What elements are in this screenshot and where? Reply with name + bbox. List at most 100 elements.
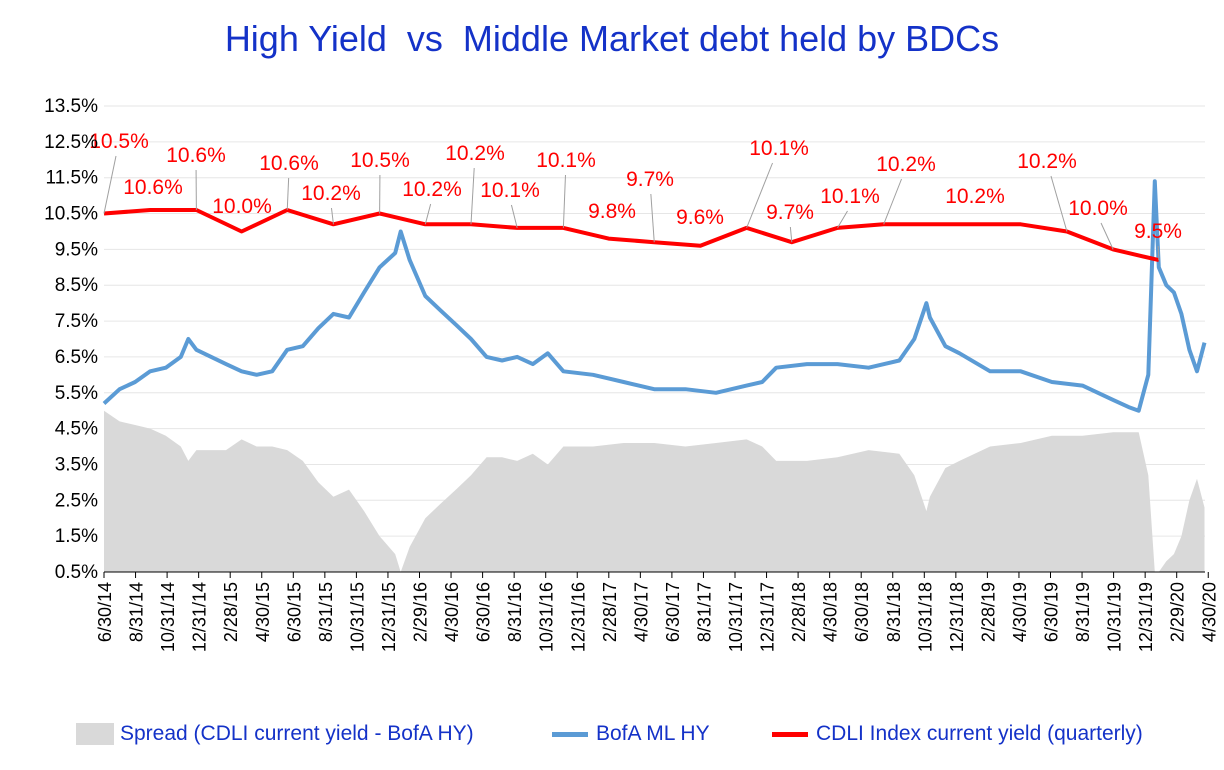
bofa-hy-series	[102, 179, 1207, 413]
legend-label-cdli: CDLI Index current yield (quarterly)	[816, 722, 1143, 745]
data-label-leader	[510, 204, 518, 228]
x-tick-label: 8/31/19	[1073, 582, 1093, 642]
y-tick-label: 0.5%	[55, 562, 98, 583]
x-tick-label: 8/31/18	[884, 582, 904, 642]
legend: Spread (CDLI current yield - BofA HY) Bo…	[0, 716, 1224, 756]
x-tick-label: 8/31/17	[694, 582, 714, 642]
cdli-data-label: 10.1%	[749, 137, 809, 160]
y-tick-label: 13.5%	[44, 96, 98, 117]
data-label-leader	[837, 210, 848, 229]
cdli-data-label: 10.2%	[301, 182, 361, 205]
y-tick-label: 9.5%	[55, 239, 98, 260]
cdli-data-label: 9.8%	[588, 200, 636, 223]
x-tick-label: 4/30/18	[821, 582, 841, 642]
data-label-leader	[1050, 175, 1068, 232]
cdli-data-label: 10.6%	[259, 152, 319, 175]
data-label-leader	[470, 167, 475, 225]
y-tick-label: 11.5%	[46, 168, 99, 189]
axes: 13.5% 12.5% 11.5% 10.5% 9.5% 8.5% 7.5% 6.5% 5.5%…	[44, 96, 1219, 652]
y-tick-label: 6.5%	[55, 347, 98, 368]
cdli-data-label: 10.0%	[212, 195, 272, 218]
data-label-leader	[330, 207, 334, 225]
cdli-data-label: 9.7%	[766, 201, 814, 224]
cdli-data-label: 10.2%	[876, 153, 936, 176]
x-tick-label: 2/29/16	[411, 582, 431, 642]
data-label-leader	[746, 162, 773, 229]
x-tick-label: 10/31/19	[1105, 582, 1125, 652]
x-tick-label: 2/29/20	[1168, 582, 1188, 642]
cdli-data-label: 10.5%	[350, 149, 410, 172]
x-tick-label: 2/28/17	[600, 582, 620, 642]
x-tick-label: 12/31/16	[568, 582, 588, 652]
x-tick-label: 4/30/17	[631, 582, 651, 642]
chart-title: High Yield vs Middle Market debt held by…	[224, 18, 1000, 59]
cdli-data-label: 10.5%	[89, 130, 149, 153]
x-tick-label: 2/28/18	[789, 582, 809, 642]
y-tick-label: 5.5%	[55, 383, 98, 404]
data-label-leader	[789, 226, 793, 243]
legend-item-bofa-hy: BofA ML HY	[552, 716, 710, 752]
cdli-data-label: 10.0%	[1068, 197, 1128, 220]
chart-plot: 10.5% 10.6% 10.6% 10.0% 10.6% 10.2% 10.5% 10.2%…	[44, 96, 1219, 652]
cdli-data-label: 9.6%	[676, 206, 724, 229]
legend-item-spread: Spread (CDLI current yield - BofA HY)	[76, 716, 474, 752]
x-tick-label: 12/31/15	[379, 582, 399, 652]
cdli-data-label: 10.6%	[166, 144, 226, 167]
cdli-line	[103, 208, 1160, 263]
y-tick-label: 10.5%	[44, 204, 98, 225]
legend-item-cdli: CDLI Index current yield (quarterly)	[772, 716, 1143, 752]
y-tick-label: 8.5%	[55, 275, 98, 296]
data-label-leader	[1100, 222, 1114, 250]
data-label-leader	[103, 155, 117, 214]
data-label-leader	[286, 177, 290, 210]
data-label-leader	[562, 174, 566, 228]
y-tick-label: 7.5%	[55, 311, 98, 332]
x-tick-label: 6/30/16	[474, 582, 494, 642]
x-tick-label: 6/30/15	[284, 582, 304, 642]
cdli-data-label: 10.1%	[480, 179, 540, 202]
data-label-leader	[424, 203, 432, 225]
x-tick-label: 8/31/15	[316, 582, 336, 642]
x-tick-label: 10/31/15	[347, 582, 367, 652]
legend-swatch-spread	[76, 723, 114, 745]
x-tick-label: 12/31/18	[947, 582, 967, 652]
x-tick-label: 10/31/16	[537, 582, 557, 652]
x-tick-label: 4/30/20	[1199, 582, 1219, 642]
spread-area-series	[104, 410, 1205, 572]
x-tick-label: 8/31/14	[127, 582, 147, 642]
legend-label-spread: Spread (CDLI current yield - BofA HY)	[120, 722, 474, 745]
data-labels: 10.5% 10.6% 10.6% 10.0% 10.6% 10.2% 10.5% 10.2%…	[89, 130, 1182, 243]
y-tick-label: 12.5%	[44, 132, 98, 153]
data-label-leader	[883, 178, 903, 225]
spread-area	[104, 410, 1205, 572]
cdli-data-label: 9.5%	[1134, 220, 1182, 243]
cdli-data-label: 10.2%	[1017, 150, 1077, 173]
x-tick-label: 12/31/14	[190, 582, 210, 652]
y-tick-label: 4.5%	[55, 419, 98, 440]
y-tick-label: 2.5%	[55, 490, 98, 511]
data-label-leaders	[103, 155, 1160, 261]
x-tick-label: 6/30/19	[1042, 582, 1062, 642]
cdli-data-label: 9.7%	[626, 168, 674, 191]
x-tick-label: 4/30/15	[253, 582, 273, 642]
cdli-data-label: 10.2%	[945, 185, 1005, 208]
legend-label-bofa-hy: BofA ML HY	[596, 722, 710, 745]
x-tick-label: 8/31/16	[505, 582, 525, 642]
x-tick-label: 2/28/15	[221, 582, 241, 642]
data-label-leader	[1157, 245, 1160, 261]
x-tick-label: 2/28/19	[978, 582, 998, 642]
x-tick-label: 6/30/14	[95, 582, 115, 642]
x-tick-label: 4/30/16	[442, 582, 462, 642]
bofa-hy-line	[102, 179, 1207, 413]
x-tick-label: 10/31/18	[915, 582, 935, 652]
legend-swatch-bofa-hy	[552, 731, 588, 737]
x-tick-label: 10/31/14	[158, 582, 178, 652]
x-tick-label: 4/30/19	[1010, 582, 1030, 642]
x-tick-label: 12/31/17	[758, 582, 778, 652]
cdli-data-label: 10.1%	[820, 185, 880, 208]
legend-swatch-cdli	[772, 731, 808, 737]
cdli-data-label: 10.2%	[445, 142, 505, 165]
cdli-data-label: 10.1%	[536, 149, 596, 172]
y-tick-label: 3.5%	[55, 454, 98, 475]
cdli-series	[103, 208, 1160, 263]
